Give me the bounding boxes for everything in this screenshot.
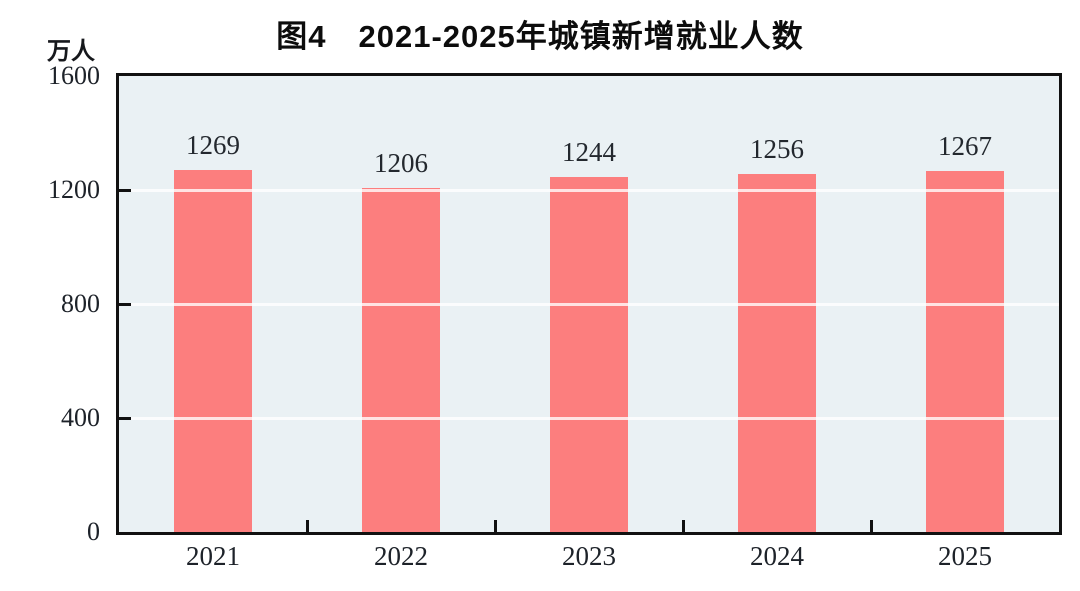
gridline-1200 [119, 188, 1059, 192]
y-tick-mark-1200 [119, 188, 131, 192]
x-tick-mark-2 [493, 520, 497, 532]
y-tick-mark-800 [119, 302, 131, 306]
bar-value-label-2025: 1267 [938, 130, 992, 161]
y-tick-label-1600: 1600 [48, 61, 100, 90]
x-tick-label-2025: 2025 [938, 541, 992, 571]
x-tick-label-2022: 2022 [374, 541, 428, 571]
bar-value-label-2023: 1244 [562, 137, 616, 168]
chart-title: 图4 2021-2025年城镇新增就业人数 [276, 19, 804, 54]
bar-2024 [738, 174, 816, 532]
bar-2023 [550, 177, 628, 532]
x-tick-mark-4 [869, 520, 873, 532]
bar-2025 [926, 170, 1004, 532]
plot-area: 1269 1206 1244 1256 1267 [116, 73, 1062, 535]
y-tick-mark-400 [119, 416, 131, 420]
y-axis-unit-label: 万人 [47, 39, 95, 65]
bar-2021 [174, 170, 252, 532]
y-tick-label-1200: 1200 [48, 175, 100, 204]
bar-value-label-2022: 1206 [374, 148, 428, 179]
y-tick-label-0: 0 [87, 517, 100, 546]
gridline-800 [119, 302, 1059, 306]
x-tick-mark-3 [681, 520, 685, 532]
bar-2022 [362, 188, 440, 532]
bar-value-label-2021: 1269 [186, 130, 240, 161]
x-tick-label-2024: 2024 [750, 541, 804, 571]
gridline-400 [119, 416, 1059, 420]
x-tick-label-2021: 2021 [186, 541, 240, 571]
bar-value-label-2024: 1256 [750, 134, 804, 165]
x-tick-label-2023: 2023 [562, 541, 616, 571]
y-tick-label-400: 400 [61, 403, 100, 432]
y-tick-label-800: 800 [61, 289, 100, 318]
x-tick-mark-1 [305, 520, 309, 532]
